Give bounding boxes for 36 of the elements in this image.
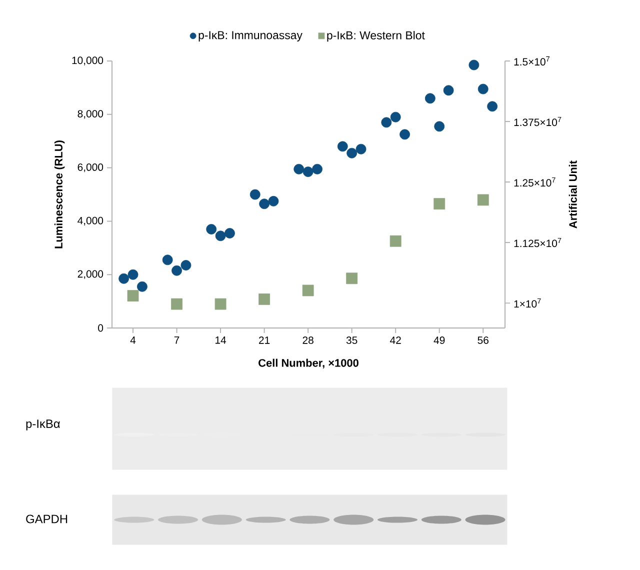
x-tick-label: 28: [302, 336, 314, 344]
x-tick-label: 21: [259, 336, 270, 344]
x-tick-label: 4: [130, 336, 136, 344]
y-axis-title: Luminescence (RLU): [54, 140, 65, 248]
x-tick-label: 49: [434, 336, 445, 344]
y2-tick-label: 1.25×10$^{7}$: [514, 177, 556, 187]
text: p-IκBα: [26, 420, 60, 430]
point: [302, 284, 314, 296]
y-tick-label: 4,000: [78, 216, 104, 226]
legend-label: p-IκB: Western Blot: [327, 31, 425, 42]
y-tick-label: 10,000: [72, 56, 104, 66]
y2-axis-title: Artificial Unit: [568, 160, 577, 228]
x-axis-title: Cell Number, ×1000: [258, 358, 358, 368]
x-tick-label: 14: [216, 336, 226, 344]
point: [434, 198, 446, 210]
y2-tick-label: 1.5×10$^{7}$: [514, 56, 550, 66]
y-tick-label: 2,000: [78, 270, 104, 279]
y-tick-label: 8,000: [78, 110, 104, 119]
point: [171, 298, 182, 310]
x-tick-label: 56: [478, 336, 488, 344]
y2-tick-label: 1×10$^{7}$: [514, 298, 541, 308]
text: GAPDH: [26, 514, 68, 524]
y2-tick-label: 1.125×10$^{7}$: [514, 238, 562, 248]
y2-tick-label: 1.375×10$^{7}$: [514, 116, 562, 126]
point: [258, 293, 270, 305]
point: [346, 272, 358, 284]
point: [477, 194, 489, 206]
y-tick-label: 0: [98, 324, 104, 332]
x-tick-label: 35: [346, 336, 358, 344]
y-tick-label: 6,000: [78, 163, 104, 172]
legend-label: p-IκB: Immunoassay: [198, 31, 302, 42]
point: [214, 298, 226, 310]
point: [390, 235, 402, 247]
x-tick-label: 7: [174, 336, 180, 344]
x-tick-label: 42: [390, 336, 401, 344]
point: [127, 290, 139, 302]
